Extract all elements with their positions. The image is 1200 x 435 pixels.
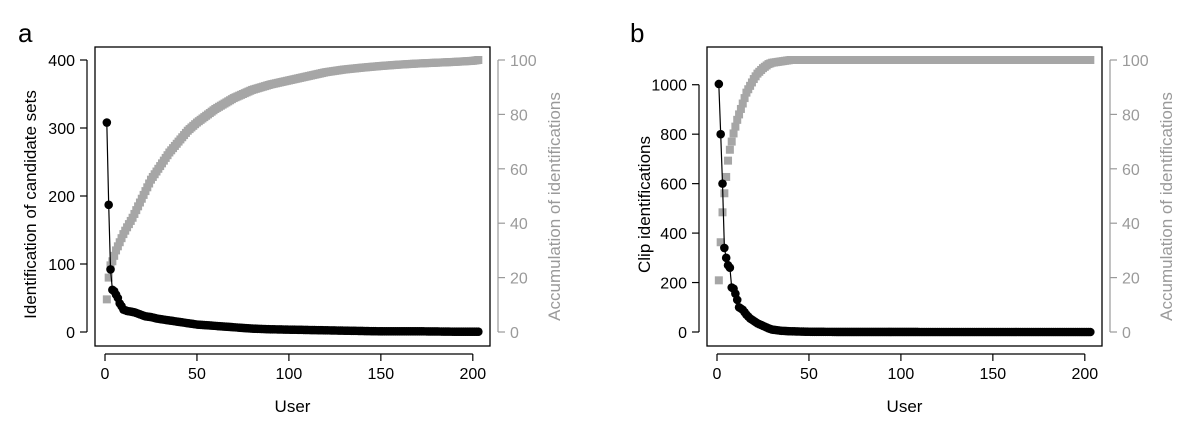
x-tick-label: 200 <box>459 366 486 383</box>
x-tick-label: 200 <box>1071 366 1098 383</box>
right-y-tick-label: 40 <box>510 216 528 233</box>
right-y-tick-label: 100 <box>1122 53 1149 70</box>
y-tick-label: 300 <box>48 121 75 138</box>
y-tick-label: 100 <box>48 257 75 274</box>
per-user-line <box>718 83 1091 333</box>
y-axis-title: Identification of candidate sets <box>21 90 40 319</box>
right-y-tick-label: 20 <box>510 271 528 288</box>
accumulation-point <box>733 115 742 124</box>
right-y-tick-label: 100 <box>510 53 537 70</box>
per-user-point <box>1086 327 1095 337</box>
accumulation-point <box>714 276 723 285</box>
accumulation-point <box>725 145 734 154</box>
accumulation-point <box>108 257 117 266</box>
y-tick-label: 200 <box>48 189 75 206</box>
accumulation-point <box>716 238 725 247</box>
accumulation-point <box>727 137 736 146</box>
accumulation-point <box>736 104 745 113</box>
x-tick-label: 100 <box>276 366 303 383</box>
accumulation-point <box>117 234 126 243</box>
accumulation-point <box>1086 56 1095 64</box>
right-y-tick-label: 40 <box>1122 216 1140 233</box>
per-user-point <box>714 79 724 89</box>
accumulation-point <box>110 251 119 260</box>
accumulation-point <box>724 156 733 165</box>
x-tick-label: 150 <box>980 366 1007 383</box>
accumulation-series <box>714 56 1095 285</box>
x-tick-label: 0 <box>713 366 722 383</box>
y-tick-label: 200 <box>660 276 687 293</box>
accumulation-point <box>731 122 740 131</box>
plot-frame <box>94 46 491 347</box>
accumulation-point <box>474 56 483 64</box>
per-user-point <box>732 295 742 305</box>
accumulation-point <box>112 246 121 255</box>
right-y-tick-label: 0 <box>510 325 519 342</box>
per-user-point <box>718 179 727 188</box>
accumulation-point <box>729 129 738 138</box>
accumulation-point <box>738 99 747 108</box>
panel-letter: a <box>18 18 33 48</box>
y-tick-label: 400 <box>660 226 687 243</box>
per-user-point <box>102 118 112 127</box>
per-user-series <box>714 79 1095 337</box>
per-user-point <box>725 263 735 273</box>
per-user-point <box>106 265 115 274</box>
accumulation-point <box>722 172 731 181</box>
per-user-point <box>721 253 731 263</box>
right-y-tick-label: 60 <box>1122 162 1140 179</box>
right-y-tick-label: 80 <box>1122 107 1140 124</box>
y-tick-label: 0 <box>678 325 687 342</box>
y-tick-label: 1000 <box>651 78 687 95</box>
per-user-point <box>720 243 729 253</box>
right-y-axis-title: Accumulation of identifications <box>1157 92 1176 321</box>
y-tick-label: 400 <box>48 53 75 70</box>
x-tick-label: 100 <box>888 366 915 383</box>
accumulation-point <box>102 295 111 304</box>
per-user-point <box>716 129 725 139</box>
right-y-tick-label: 20 <box>1122 271 1140 288</box>
accumulation-point <box>113 242 122 251</box>
plot-frame <box>706 46 1103 347</box>
right-y-tick-label: 60 <box>510 162 528 179</box>
right-y-tick-label: 80 <box>510 107 528 124</box>
accumulation-point <box>718 208 727 217</box>
x-axis-title: User <box>887 397 923 416</box>
accumulation-point <box>735 110 744 119</box>
x-tick-label: 50 <box>800 366 818 383</box>
chart-panel-a: a0 50 100 150 200User0100200300400Identifica… <box>18 18 564 416</box>
accumulation-series <box>102 56 483 304</box>
y-tick-label: 0 <box>66 325 75 342</box>
right-y-tick-label: 0 <box>1122 325 1131 342</box>
x-tick-label: 150 <box>368 366 395 383</box>
y-axis-title: Clip identifications <box>635 136 654 273</box>
right-y-axis-title: Accumulation of identifications <box>545 92 564 321</box>
panel-letter: b <box>630 18 644 48</box>
accumulation-point <box>720 189 729 198</box>
accumulation-point <box>104 273 113 282</box>
accumulation-point <box>740 94 749 103</box>
y-tick-label: 800 <box>660 127 687 144</box>
per-user-point <box>474 327 483 337</box>
per-user-series <box>102 118 483 337</box>
x-axis-title: User <box>275 397 311 416</box>
x-tick-label: 0 <box>101 366 110 383</box>
accumulation-point <box>115 238 124 247</box>
per-user-point <box>104 200 113 210</box>
x-tick-label: 50 <box>188 366 206 383</box>
y-tick-label: 600 <box>660 177 687 194</box>
